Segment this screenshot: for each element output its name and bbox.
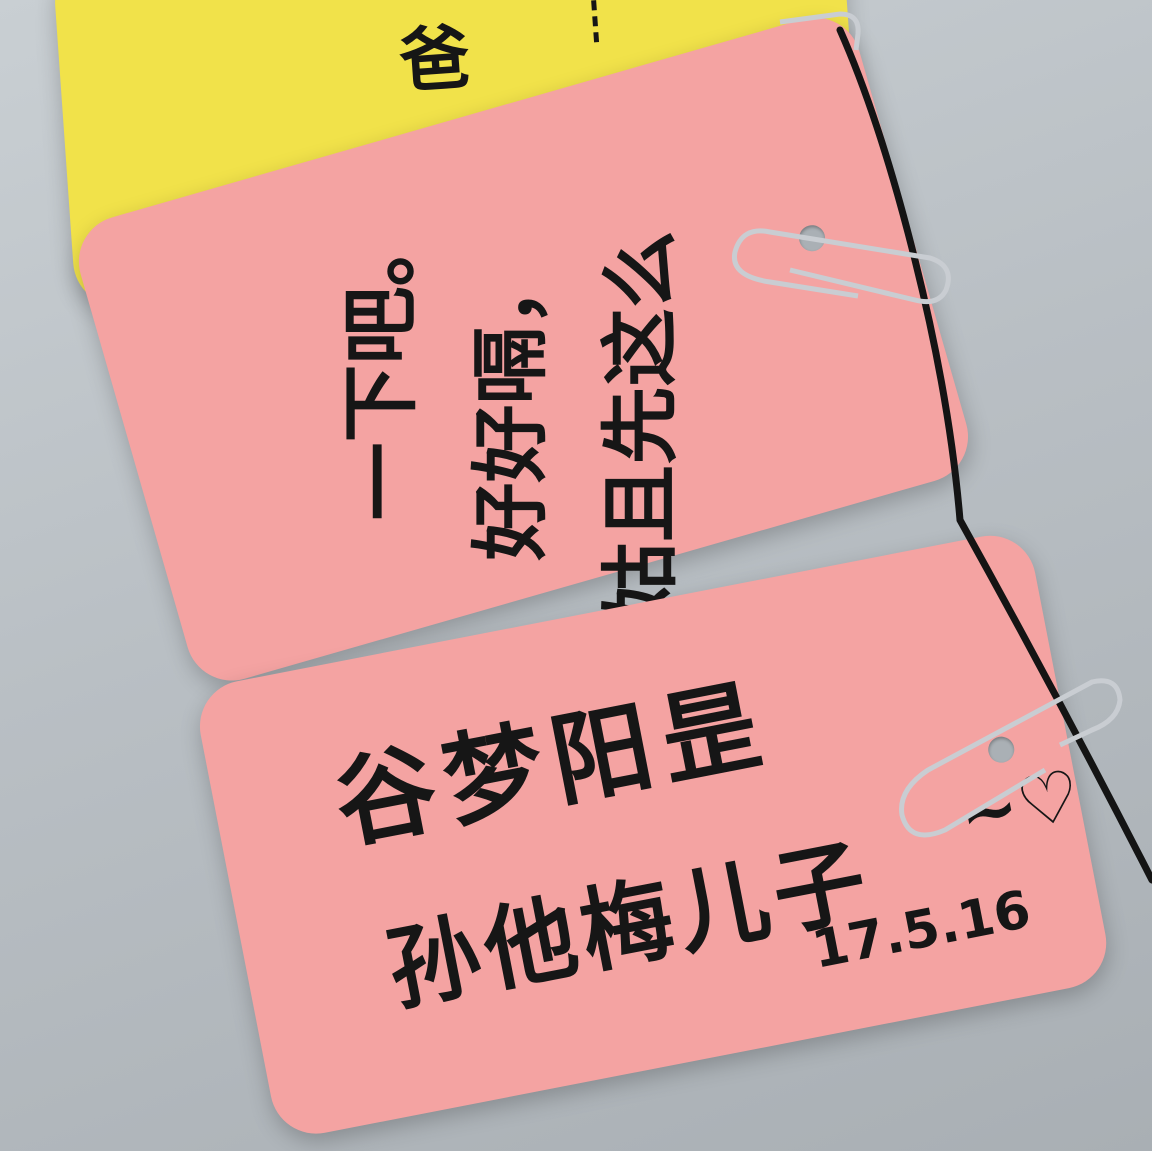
middle-paper-clip bbox=[731, 228, 951, 305]
top-paper-clip bbox=[779, 11, 861, 51]
front-paper-clip bbox=[899, 678, 1123, 838]
black-string bbox=[836, 26, 1152, 884]
